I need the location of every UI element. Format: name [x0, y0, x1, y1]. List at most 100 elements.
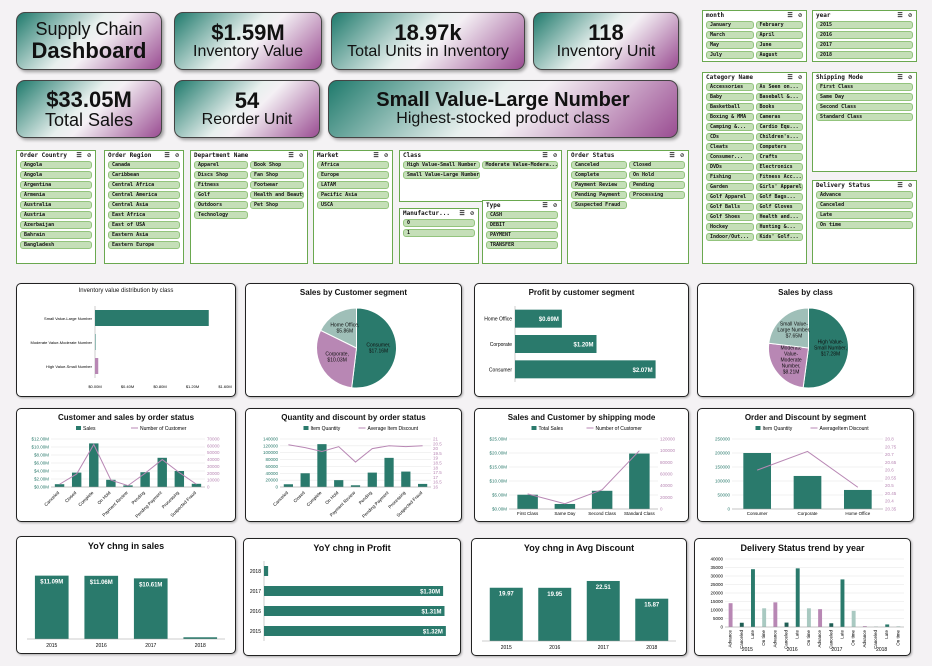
- slicer-item[interactable]: Children's...: [755, 133, 803, 141]
- slicer-item[interactable]: Eastern Asia: [108, 231, 180, 239]
- slicer-item[interactable]: Pet Shop: [250, 201, 304, 209]
- slicer-item[interactable]: PAYMENT: [486, 231, 558, 239]
- slicer-item[interactable]: June: [755, 41, 803, 49]
- slicer-item[interactable]: On time: [816, 221, 913, 229]
- slicer-item[interactable]: Fitness: [194, 181, 248, 189]
- slicer-item[interactable]: Africa: [317, 161, 389, 169]
- slicer-item[interactable]: Baseball &...: [755, 93, 803, 101]
- slicer-item[interactable]: Apparel: [194, 161, 248, 169]
- slicer-item[interactable]: Hockey: [706, 223, 754, 231]
- slicer-item[interactable]: Hunting &...: [755, 223, 803, 231]
- slicer-item[interactable]: Accessories: [706, 83, 754, 91]
- slicer-item[interactable]: Same Day: [816, 93, 913, 101]
- slicer-manufacturer[interactable]: Manufactur... ☰ ⊘ 0 1: [399, 208, 479, 264]
- slicer-item[interactable]: TRANSFER: [486, 241, 558, 249]
- slicer-item[interactable]: Fan Shop: [250, 171, 304, 179]
- slicer-item[interactable]: Austria: [20, 211, 92, 219]
- slicer-item[interactable]: Electronics: [755, 163, 803, 171]
- slicer-item[interactable]: Fitness Acc...: [755, 173, 803, 181]
- filter-clear-icon[interactable]: ☰ ⊘: [897, 12, 913, 19]
- filter-clear-icon[interactable]: ☰ ⊘: [164, 152, 180, 159]
- slicer-order-country[interactable]: Order Country ☰ ⊘ Angola Angola Argentina Arm…: [16, 150, 96, 264]
- slicer-item[interactable]: July: [706, 51, 754, 59]
- slicer-item[interactable]: Camping &...: [706, 123, 754, 131]
- slicer-item[interactable]: Angola: [20, 171, 92, 179]
- slicer-item[interactable]: January: [706, 21, 754, 29]
- slicer-item[interactable]: Consumer...: [706, 153, 754, 161]
- filter-clear-icon[interactable]: ☰ ⊘: [897, 74, 913, 81]
- slicer-department[interactable]: Department Name ☰ ⊘ Apparel Book Shop Discs …: [190, 150, 308, 264]
- slicer-item[interactable]: Health and Beauty: [250, 191, 304, 199]
- filter-clear-icon[interactable]: ☰ ⊘: [76, 152, 92, 159]
- slicer-item[interactable]: 2016: [816, 31, 913, 39]
- slicer-item[interactable]: Second Class: [816, 103, 913, 111]
- slicer-item[interactable]: Health and...: [755, 213, 803, 221]
- slicer-item[interactable]: USCA: [317, 201, 389, 209]
- slicer-item[interactable]: Garden: [706, 183, 754, 191]
- slicer-item[interactable]: CASH: [486, 211, 558, 219]
- filter-clear-icon[interactable]: ☰ ⊘: [669, 152, 685, 159]
- slicer-item[interactable]: Indoor/Out...: [706, 233, 754, 241]
- filter-clear-icon[interactable]: ☰ ⊘: [459, 210, 475, 217]
- slicer-item[interactable]: Golf Gloves: [755, 203, 803, 211]
- filter-clear-icon[interactable]: ☰ ⊘: [288, 152, 304, 159]
- slicer-item[interactable]: Computers: [755, 143, 803, 151]
- slicer-item[interactable]: Discs Shop: [194, 171, 248, 179]
- slicer-item[interactable]: East of USA: [108, 221, 180, 229]
- slicer-item[interactable]: On Hold: [629, 171, 685, 179]
- slicer-item[interactable]: Bangladesh: [20, 241, 92, 249]
- slicer-item[interactable]: DEBIT: [486, 221, 558, 229]
- slicer-item[interactable]: 2017: [816, 41, 913, 49]
- slicer-item[interactable]: Armenia: [20, 191, 92, 199]
- slicer-item[interactable]: 1: [403, 229, 475, 237]
- filter-clear-icon[interactable]: ☰ ⊘: [542, 202, 558, 209]
- slicer-item[interactable]: Golf Bags...: [755, 193, 803, 201]
- slicer-month[interactable]: month ☰ ⊘ January February March April May June…: [702, 10, 807, 62]
- slicer-item[interactable]: April: [755, 31, 803, 39]
- slicer-item[interactable]: 2018: [816, 51, 913, 59]
- slicer-item[interactable]: August: [755, 51, 803, 59]
- slicer-item[interactable]: Bahrain: [20, 231, 92, 239]
- slicer-item[interactable]: 0: [403, 219, 475, 227]
- slicer-type[interactable]: Type ☰ ⊘ CASH DEBIT PAYMENT TRANSFER: [482, 200, 562, 264]
- slicer-item[interactable]: Canada: [108, 161, 180, 169]
- slicer-item[interactable]: Pending Payment: [571, 191, 627, 199]
- slicer-item[interactable]: Footwear: [250, 181, 304, 189]
- slicer-item[interactable]: Cameras: [755, 113, 803, 121]
- slicer-item[interactable]: Processing: [629, 191, 685, 199]
- slicer-item[interactable]: Angola: [20, 161, 92, 169]
- slicer-item[interactable]: Pending: [629, 181, 685, 189]
- slicer-item[interactable]: Cardio Equ...: [755, 123, 803, 131]
- slicer-item[interactable]: Advance: [816, 191, 913, 199]
- slicer-item[interactable]: Central Africa: [108, 181, 180, 189]
- slicer-item[interactable]: Small Value-Large Number: [403, 171, 480, 179]
- slicer-item[interactable]: Kids' Golf...: [755, 233, 803, 241]
- slicer-item[interactable]: Golf Apparel: [706, 193, 754, 201]
- slicer-item[interactable]: Book Shop: [250, 161, 304, 169]
- slicer-item[interactable]: Caribbean: [108, 171, 180, 179]
- slicer-year[interactable]: year ☰ ⊘ 2015 2016 2017 2018: [812, 10, 917, 62]
- slicer-item[interactable]: Australia: [20, 201, 92, 209]
- slicer-item[interactable]: Fishing: [706, 173, 754, 181]
- slicer-item[interactable]: Golf Balls: [706, 203, 754, 211]
- slicer-item[interactable]: LATAM: [317, 181, 389, 189]
- slicer-item[interactable]: March: [706, 31, 754, 39]
- slicer-item[interactable]: 2015: [816, 21, 913, 29]
- slicer-item[interactable]: Golf: [194, 191, 248, 199]
- slicer-item[interactable]: Books: [755, 103, 803, 111]
- slicer-item[interactable]: February: [755, 21, 803, 29]
- slicer-item[interactable]: Golf Shoes: [706, 213, 754, 221]
- slicer-item[interactable]: Azerbaijan: [20, 221, 92, 229]
- slicer-item[interactable]: Canceled: [816, 201, 913, 209]
- slicer-class[interactable]: Class ☰ ⊘ High Value-Small Number Moderate …: [399, 150, 562, 202]
- slicer-item[interactable]: Basketball: [706, 103, 754, 111]
- slicer-delivery-status[interactable]: Delivery Status ☰ ⊘ Advance Canceled Late On …: [812, 180, 917, 264]
- slicer-item[interactable]: Central America: [108, 191, 180, 199]
- slicer-item[interactable]: Boxing & MMA: [706, 113, 754, 121]
- slicer-order-status[interactable]: Order Status ☰ ⊘ Canceled Closed Complete On …: [567, 150, 689, 264]
- slicer-item[interactable]: East Africa: [108, 211, 180, 219]
- slicer-item[interactable]: Late: [816, 211, 913, 219]
- slicer-shipping-mode[interactable]: Shipping Mode ☰ ⊘ First Class Same Day Secon…: [812, 72, 917, 172]
- slicer-item[interactable]: As Seen on...: [755, 83, 803, 91]
- slicer-item[interactable]: Cleats: [706, 143, 754, 151]
